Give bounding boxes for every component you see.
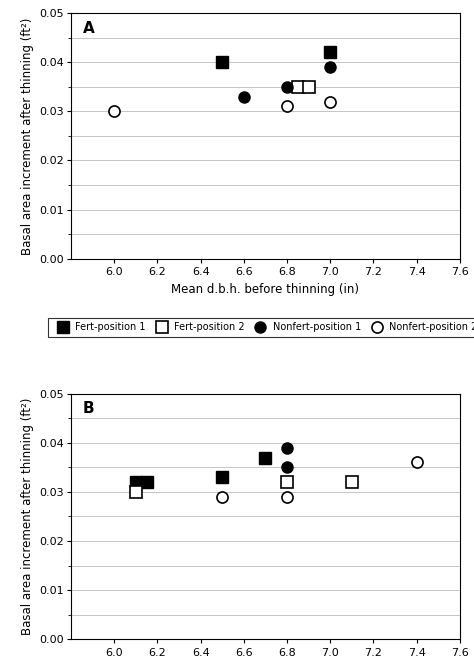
Y-axis label: Basal area increment after thinning (ft²): Basal area increment after thinning (ft²… xyxy=(21,398,34,635)
Y-axis label: Basal area increment after thinning (ft²): Basal area increment after thinning (ft²… xyxy=(21,17,34,254)
Text: A: A xyxy=(83,20,94,36)
Text: B: B xyxy=(83,401,94,416)
X-axis label: Mean d.b.h. before thinning (in): Mean d.b.h. before thinning (in) xyxy=(172,283,359,296)
Legend: Fert-position 1, Fert-position 2, Nonfert-position 1, Nonfert-position 2: Fert-position 1, Fert-position 2, Nonfer… xyxy=(48,318,474,337)
